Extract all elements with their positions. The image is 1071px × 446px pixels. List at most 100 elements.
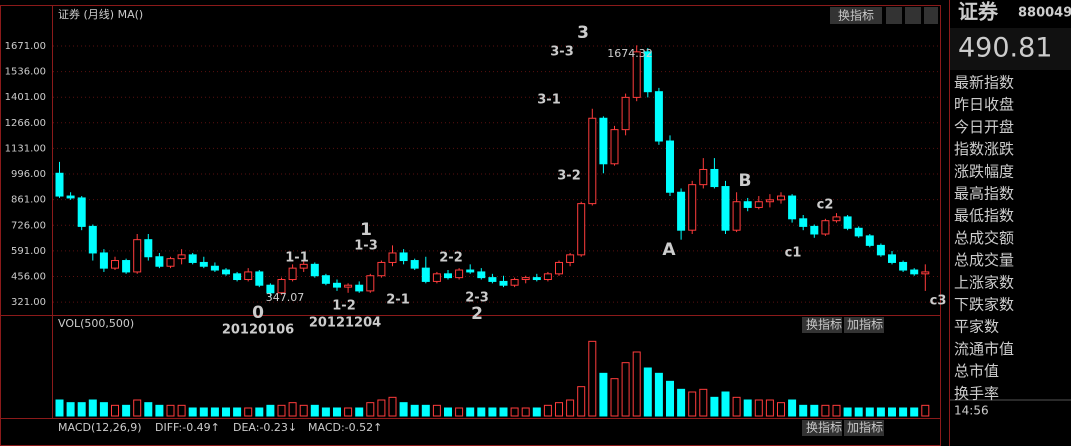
button-label[interactable]: 换指标	[806, 420, 842, 435]
volume-bar	[921, 404, 930, 417]
candle-body	[355, 284, 364, 292]
wave-label: 3-3	[550, 45, 574, 60]
candle-body	[721, 186, 730, 231]
volume-bar	[732, 396, 741, 417]
quote-label: 总市值	[954, 362, 999, 380]
volume-bar	[566, 399, 575, 417]
index-price: 490.81	[958, 33, 1052, 64]
volume-bar	[210, 407, 219, 417]
volume-bar	[155, 404, 164, 417]
volume-bar	[266, 404, 275, 417]
button[interactable]	[802, 420, 842, 436]
volume-bar	[854, 407, 863, 417]
volume-bar	[310, 404, 319, 417]
candle-body	[77, 197, 86, 227]
wave-label: 3-1	[537, 93, 561, 108]
candle-body	[521, 277, 530, 281]
wave-label: 1-2	[332, 299, 356, 314]
candle-body	[421, 267, 430, 282]
candle-body	[777, 195, 785, 201]
volume-bar	[532, 407, 541, 417]
volume-bar	[555, 402, 563, 417]
volume-bar	[488, 407, 497, 417]
volume-bar	[643, 367, 652, 417]
button[interactable]	[802, 317, 842, 333]
volume-bar	[133, 399, 142, 417]
button-label[interactable]: 加指标	[847, 420, 883, 435]
volume-bar	[632, 351, 641, 417]
quote-label: 总成交量	[954, 251, 1014, 269]
candle-body	[377, 261, 386, 277]
quote-label: 上涨家数	[954, 273, 1014, 291]
candle-body	[432, 273, 441, 282]
candle-body	[666, 140, 674, 193]
candle-body	[588, 117, 597, 205]
candle-body	[299, 263, 308, 269]
volume-bar	[477, 407, 486, 417]
y-tick-label: 321.00	[11, 297, 46, 308]
volume-bar	[865, 407, 874, 417]
y-tick-label: 456.00	[11, 271, 46, 282]
candle-body	[210, 265, 219, 271]
macd-title: MACD(12,26,9)	[58, 421, 142, 434]
icons[interactable]	[886, 7, 938, 24]
volume-bar	[888, 407, 896, 417]
volume-bar	[610, 378, 619, 417]
candle-body	[155, 256, 164, 267]
macd-diff: DIFF:-0.49↑	[155, 421, 220, 434]
button[interactable]	[844, 420, 884, 436]
volume-bar	[88, 399, 97, 417]
candle-body	[621, 96, 630, 131]
candle-body	[510, 279, 519, 286]
volume-bar	[122, 404, 131, 417]
wave-label: 1	[360, 220, 372, 240]
wave-label: 20120106	[222, 323, 294, 338]
volume-bar	[166, 404, 175, 417]
volume-bar	[377, 399, 386, 417]
candle-body	[610, 129, 619, 165]
volume-bar	[788, 399, 797, 417]
frames	[0, 0, 950, 446]
volume-bar	[111, 404, 119, 417]
candle-body	[344, 284, 353, 288]
volume-bar	[399, 402, 408, 417]
wave-label: B	[739, 171, 752, 191]
candle-body	[654, 91, 663, 142]
volume-bar	[721, 391, 730, 417]
candle-body	[888, 254, 896, 263]
candle-body	[765, 199, 774, 203]
volume-bar	[832, 404, 841, 417]
candle-body	[233, 273, 242, 281]
candle-body	[266, 284, 275, 294]
volume-bar	[188, 407, 197, 417]
candle-body	[677, 191, 686, 231]
candle-body	[577, 203, 586, 256]
candle-body	[921, 271, 930, 275]
candle-body	[444, 273, 452, 279]
candle-body	[133, 239, 142, 273]
volume-bar	[843, 407, 852, 417]
wave-label: 2	[471, 304, 483, 324]
y-tick-label: 726.00	[11, 220, 46, 231]
button-label[interactable]: 换指标	[806, 317, 842, 332]
chart-title: 证券 (月线) MA()	[58, 7, 143, 21]
candle-body	[688, 184, 697, 231]
candle-body	[244, 271, 253, 281]
candle-body	[410, 260, 419, 269]
button[interactable]	[830, 7, 882, 24]
candle-body	[111, 260, 119, 269]
candle-body	[188, 254, 197, 263]
y-tick-label: 861.00	[11, 195, 46, 206]
button-label[interactable]: 换指标	[838, 8, 874, 23]
candle-body	[810, 225, 819, 235]
candle-body	[288, 267, 297, 281]
wave-label: c2	[817, 198, 834, 213]
volume-bar	[277, 404, 286, 417]
button[interactable]	[844, 317, 884, 333]
y-tick-label: 1671.00	[5, 41, 46, 52]
candle-body	[732, 201, 741, 231]
button-label[interactable]: 加指标	[847, 317, 883, 332]
volume-bar	[799, 404, 808, 417]
volume-bar	[810, 404, 819, 417]
